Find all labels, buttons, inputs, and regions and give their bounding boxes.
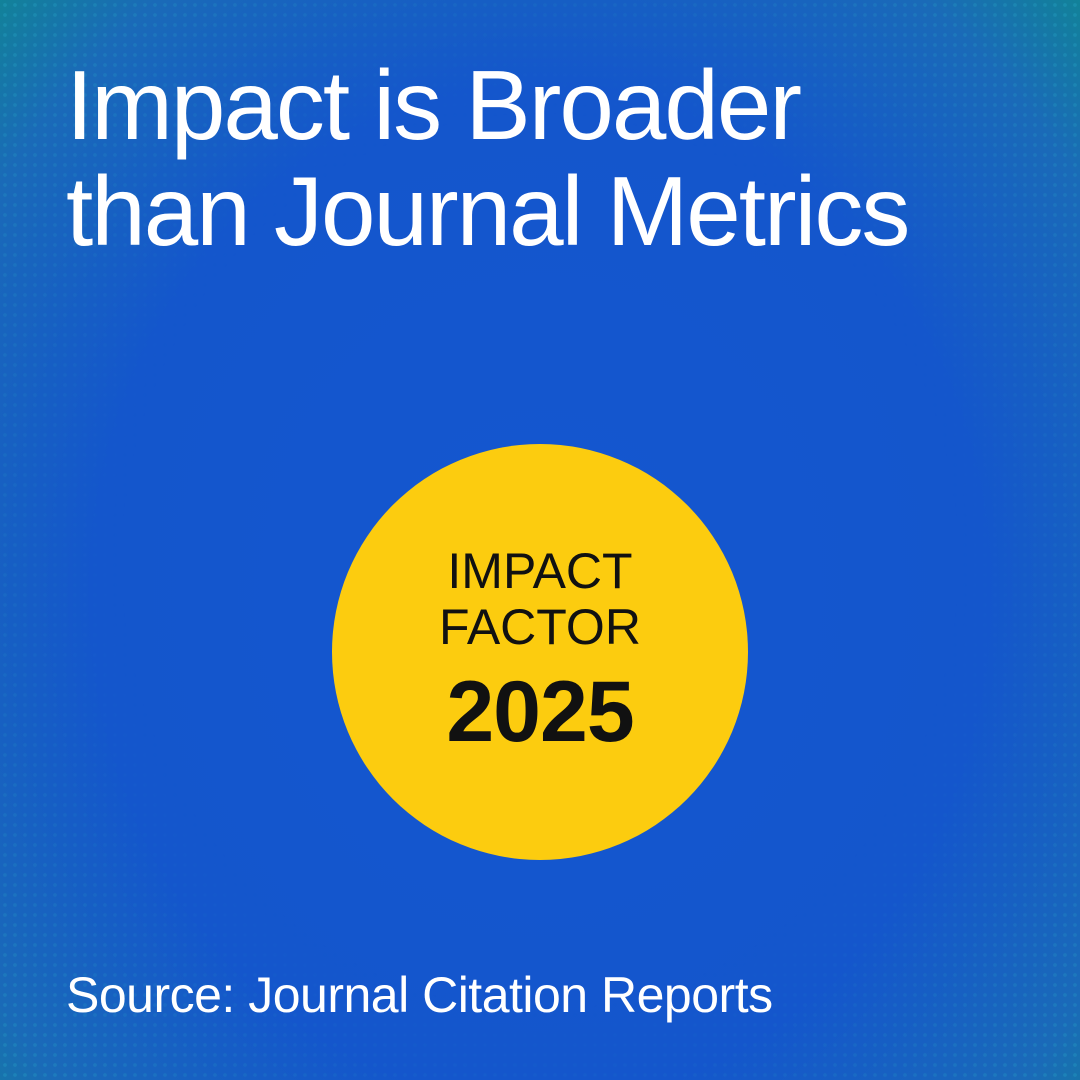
headline: Impact is Broader than Journal Metrics — [66, 50, 910, 266]
badge-line: FACTOR — [439, 598, 641, 655]
badge-year: 2025 — [446, 663, 634, 760]
badge: IMPACT FACTOR 2025 — [332, 444, 748, 860]
source: Source: Journal Citation Reports — [66, 967, 773, 1023]
badge-line: IMPACT — [447, 542, 633, 599]
